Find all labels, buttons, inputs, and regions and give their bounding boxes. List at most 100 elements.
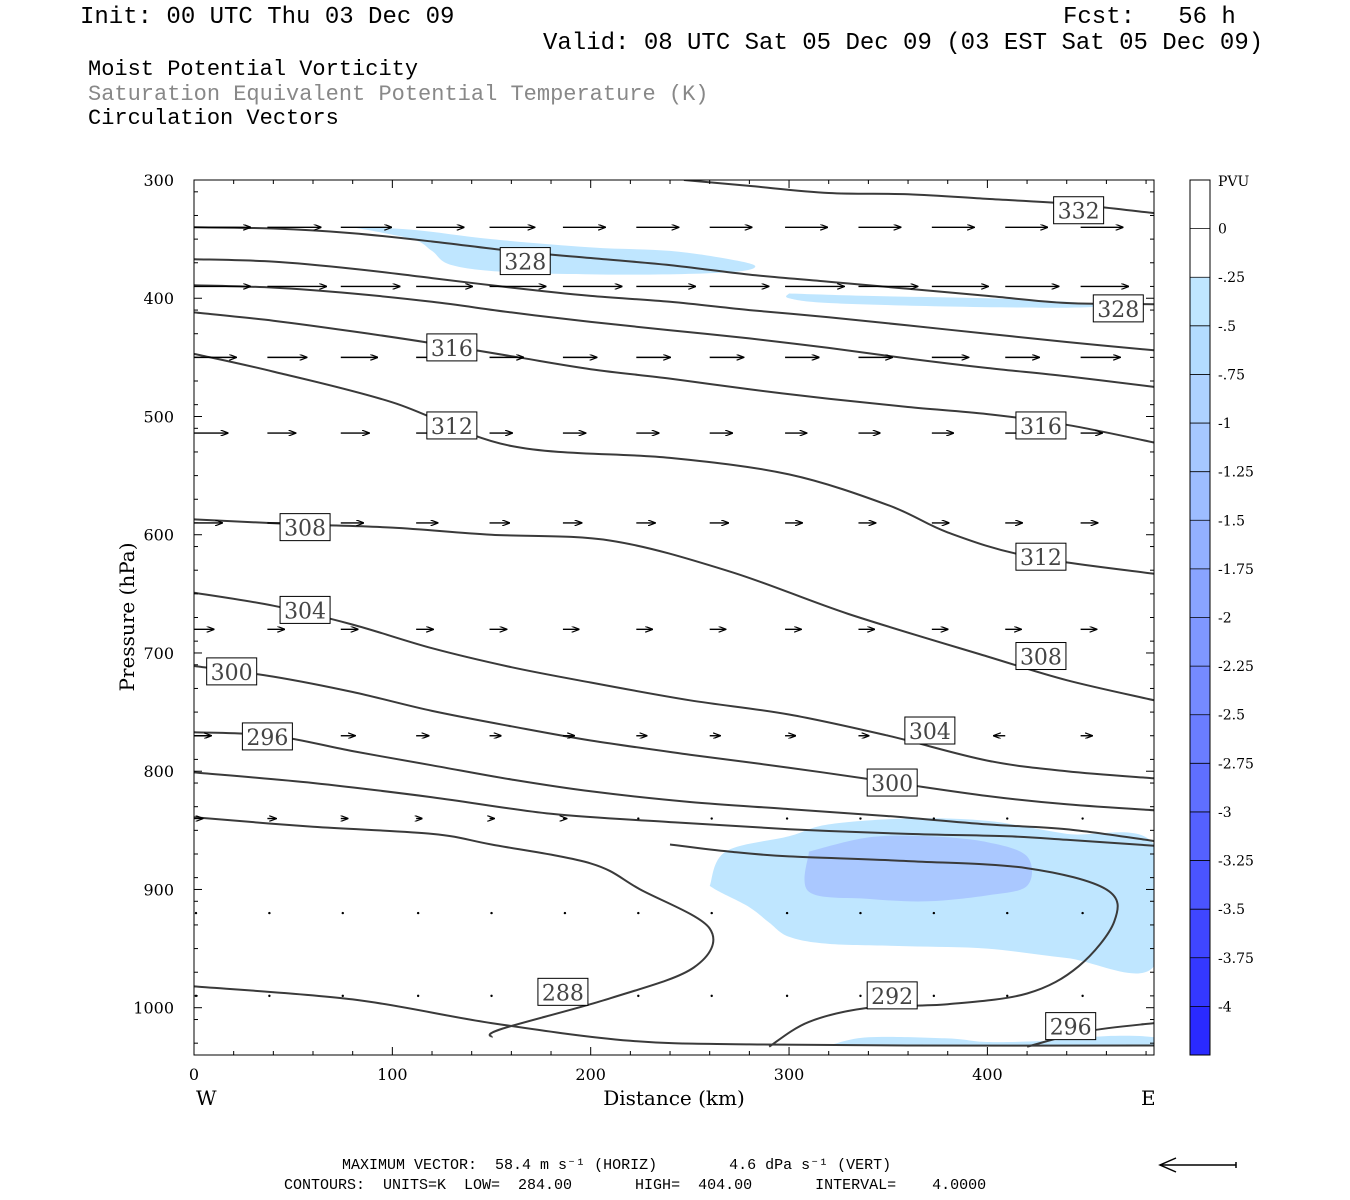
y-tick-label-5: 800 [143, 762, 174, 781]
colorbar-label-13: -3.25 [1218, 854, 1254, 870]
colorbar-label-1: -.25 [1218, 270, 1245, 286]
vector-9-9 [859, 994, 862, 998]
contour-label-4: 312 [426, 411, 478, 440]
contour-label-text-13: 300 [871, 772, 913, 797]
x-tick-label-3: 300 [774, 1065, 805, 1084]
colorbar-swatch-8 [1190, 568, 1210, 618]
contour-label-text-2: 328 [1097, 298, 1139, 323]
contour-288-13 [194, 985, 1154, 1047]
vector-8-12 [1081, 911, 1084, 915]
reference-vector [1158, 1157, 1237, 1173]
x-axis-title: Distance (km) [603, 1086, 745, 1110]
contour-labels: 332 328 328 316 312 316 308 312 304 308 300 304 296 3… [206, 196, 1144, 1041]
contour-316-4 [194, 311, 1154, 444]
colorbar-label-16: -4 [1218, 999, 1232, 1015]
colorbar-swatch-12 [1190, 763, 1210, 813]
contour-label-text-15: 292 [871, 985, 913, 1010]
colorbar-label-7: -1.75 [1218, 562, 1254, 578]
colorbar-swatch-0 [1190, 180, 1210, 230]
colorbar-label-6: -1.5 [1218, 513, 1245, 529]
init-time: Init: 00 UTC Thu 03 Dec 09 [80, 4, 455, 31]
contour-label-box-14 [537, 977, 589, 1006]
colorbar-label-10: -2.5 [1218, 708, 1245, 724]
contour-304-7 [194, 591, 1154, 780]
vector-8-8 [785, 911, 789, 915]
y-tick-label-3: 600 [143, 526, 174, 545]
pv-region-4 [828, 1035, 1154, 1047]
contour-328-1 [194, 226, 1154, 306]
contour-label-1: 328 [499, 247, 551, 276]
y-tick-label-0: 300 [143, 171, 174, 190]
contour-label-10: 300 [206, 657, 258, 686]
colorbar-title: PVU [1218, 174, 1250, 190]
colorbar-label-2: -.5 [1218, 319, 1236, 335]
contour-312-5 [194, 352, 1154, 575]
colorbar-swatch-6 [1190, 471, 1210, 521]
x-tick-label-4: 400 [972, 1065, 1003, 1084]
colorbar-swatch-15 [1190, 909, 1210, 959]
colorbar-label-12: -3 [1218, 805, 1232, 821]
colorbar-label-9: -2.25 [1218, 659, 1254, 675]
x-tick-label-0: 0 [189, 1065, 199, 1084]
colorbar-label-15: -3.75 [1218, 951, 1254, 967]
contour-label-text-8: 304 [284, 599, 326, 624]
vector-7-9 [859, 817, 862, 820]
x-tick-label-1: 100 [377, 1065, 408, 1084]
y-tick-label-2: 500 [143, 407, 174, 426]
valid-time: Valid: 08 UTC Sat 05 Dec 09 (03 EST Sat … [543, 30, 1264, 57]
vector-7-8 [785, 817, 789, 820]
pv-region-3 [804, 835, 1033, 902]
colorbar-swatch-17 [1190, 1006, 1210, 1056]
contour-label-text-10: 300 [211, 661, 253, 686]
contour-324-2 [194, 258, 1154, 352]
vector-9-6 [637, 994, 640, 998]
contour-label-text-11: 304 [909, 720, 951, 745]
vector-9-4 [490, 994, 493, 998]
contour-label-text-16: 296 [1050, 1016, 1092, 1041]
colorbar-swatch-14 [1190, 860, 1210, 910]
contour-label-box-16 [1045, 1012, 1097, 1041]
colorbar-label-11: -2.75 [1218, 756, 1254, 772]
colorbar-swatch-4 [1190, 374, 1210, 424]
contour-label-2: 328 [1092, 294, 1144, 323]
contour-296-9 [194, 731, 1154, 842]
vector-8-4 [490, 911, 493, 915]
circulation-vectors [194, 227, 1128, 998]
y-axis-title: Pressure (hPa) [115, 543, 139, 692]
vector-8-6 [637, 911, 640, 915]
colorbar-label-3: -.75 [1218, 367, 1245, 383]
colorbar-swatch-7 [1190, 520, 1210, 570]
vector-9-10 [932, 994, 936, 998]
colorbar-label-5: -1.25 [1218, 465, 1254, 481]
contour-label-14: 288 [537, 977, 589, 1006]
vector-9-12 [1081, 994, 1084, 998]
vector-8-2 [341, 911, 344, 915]
axes: 0 100 200 300 400 300 400 500 600 700 800 900 1000 [133, 171, 1154, 1084]
contour-label-11: 304 [904, 716, 956, 745]
x-tick-label-2: 200 [575, 1065, 606, 1084]
contour-label-text-1: 328 [504, 251, 546, 276]
contour-label-box-10 [206, 657, 258, 686]
contour-label-5: 316 [1015, 411, 1067, 440]
vector-9-7 [710, 994, 713, 998]
contour-label-box-9 [1015, 642, 1067, 671]
field-title-vectors: Circulation Vectors [88, 106, 339, 131]
contour-label-6: 308 [279, 513, 331, 542]
contour-label-12: 296 [241, 722, 293, 751]
contour-label-box-0 [1053, 196, 1105, 225]
contour-label-box-11 [904, 716, 956, 745]
forecast-hour: Fcst: 56 h [1063, 4, 1236, 31]
contour-292-11 [194, 816, 715, 1039]
colorbar-swatch-16 [1190, 957, 1210, 1007]
contour-label-text-0: 332 [1058, 200, 1100, 225]
contour-label-box-4 [426, 411, 478, 440]
contour-label-box-3 [426, 333, 478, 362]
contour-292-10 [194, 771, 1154, 847]
vector-9-8 [785, 994, 789, 998]
vector-8-1 [268, 911, 271, 915]
contour-info-note: CONTOURS: UNITS=K LOW= 284.00 HIGH= 404.… [284, 1177, 987, 1194]
contour-label-3: 316 [426, 333, 478, 362]
contour-label-box-7 [1015, 542, 1067, 571]
west-label: W [196, 1086, 217, 1110]
